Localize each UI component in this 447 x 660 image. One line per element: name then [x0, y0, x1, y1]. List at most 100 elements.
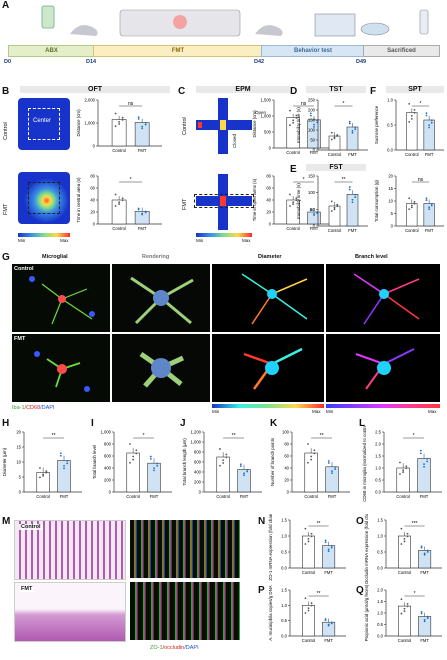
x-tick-label: Control [36, 494, 50, 499]
data-point [420, 545, 423, 548]
y-tick-label: 50 [310, 207, 315, 212]
sig-label: * [414, 591, 416, 597]
timeline-icons [41, 5, 429, 37]
epm-row-control: Control [182, 117, 188, 135]
microglia-stain-legend: Iba-1/CD68/DAPI [12, 405, 55, 411]
data-point [289, 109, 291, 112]
x-tick-label: Control [112, 148, 126, 153]
data-point [144, 121, 147, 124]
data-point [307, 537, 310, 540]
x-tick-label: Control [396, 494, 410, 499]
y-tick-label: 0.0 [281, 634, 287, 639]
y-tick-label: 20 [284, 478, 289, 483]
y-tick-label: 200 [104, 478, 112, 483]
branch-level-control [326, 264, 440, 332]
x-tick-label: FMT [425, 228, 434, 233]
panel-label-o: O [356, 516, 364, 527]
y-tick-label: 60 [284, 454, 289, 459]
stain-cd68: /CD68 [24, 405, 41, 411]
data-point [334, 468, 337, 470]
y-tick-label: 0 [313, 148, 316, 153]
data-point [351, 130, 354, 132]
x-tick-label: Control [286, 150, 300, 155]
panel-label-p: P [258, 585, 265, 596]
y-tick-label: 150 [308, 118, 316, 123]
y-tick-label: 0.0 [375, 490, 381, 495]
sig-label: *** [412, 521, 418, 527]
data-point [309, 209, 312, 212]
data-point [45, 470, 48, 473]
data-point [295, 199, 298, 202]
phase-behavior: Behavior test [261, 45, 365, 57]
data-point [428, 208, 431, 211]
sig-label: ns [301, 101, 307, 107]
y-tick-label: 2.0 [377, 588, 383, 593]
panel-label-k: K [270, 418, 278, 429]
data-point [156, 462, 159, 465]
sig-label: * [420, 101, 422, 107]
data-point [331, 472, 333, 474]
y-tick-label: 20 [16, 430, 21, 435]
phase-abx: ABX [8, 45, 95, 57]
y-tick-label: 0.5 [377, 550, 383, 555]
y-tick-label: 15 [16, 445, 21, 450]
data-point [310, 532, 313, 535]
panel-label-e: E [290, 164, 297, 175]
y-tick-label: 100 [308, 128, 316, 133]
data-point [307, 443, 309, 445]
data-point [399, 473, 401, 475]
data-point [425, 197, 428, 200]
data-point [348, 120, 351, 123]
data-point [420, 546, 423, 549]
panel-label-m: M [2, 516, 11, 527]
x-tick-label: FMT [310, 150, 319, 155]
data-point [330, 200, 333, 203]
x-tick-label: FMT [324, 638, 333, 643]
data-point [354, 128, 357, 130]
he-control-label: Control [19, 524, 43, 530]
y-tick-label: 800 [104, 442, 112, 447]
x-tick-label: FMT [324, 570, 333, 575]
data-point [246, 468, 249, 471]
data-point [402, 469, 405, 472]
data-point [410, 114, 413, 117]
donor-icon [173, 15, 187, 29]
data-point [330, 622, 333, 625]
data-point [295, 117, 298, 119]
data-point [327, 460, 330, 462]
data-point [149, 455, 152, 458]
data-point [400, 612, 403, 615]
y-axis-label: Sucrose preference [374, 105, 379, 144]
panel-label-i: I [91, 418, 94, 429]
data-point [121, 197, 124, 200]
sig-label: * [143, 433, 145, 439]
chart-e: 0 50 100 150 Immobility time (s) Control FMT ** [296, 174, 368, 233]
data-point [114, 112, 117, 115]
x-tick-label: Control [328, 228, 342, 233]
data-point [295, 114, 298, 117]
data-point [222, 462, 225, 464]
data-point [403, 607, 406, 610]
branch-max: Max [428, 409, 437, 414]
data-point [400, 543, 403, 545]
data-point [118, 201, 121, 204]
x-tick-label: Control [398, 570, 412, 575]
day-d14: D14 [86, 59, 97, 65]
y-axis-label: Occludin mRNA expression (fold change) [364, 514, 369, 584]
data-point [289, 124, 291, 127]
sig-label: * [343, 101, 345, 107]
data-point [307, 607, 310, 609]
data-point [348, 122, 351, 125]
data-point [413, 202, 416, 205]
data-point [313, 125, 315, 128]
data-point [121, 118, 124, 121]
y-tick-label: 2.5 [375, 430, 381, 435]
water-maze-icon [360, 22, 390, 36]
data-point [402, 471, 405, 473]
data-point [405, 465, 408, 468]
data-point [423, 620, 426, 623]
data-point [135, 452, 138, 455]
y-tick-label: 0.5 [377, 622, 383, 627]
y-tick-label: 1.5 [281, 518, 287, 523]
y-axis-label: Total branch length (μm) [182, 438, 187, 486]
